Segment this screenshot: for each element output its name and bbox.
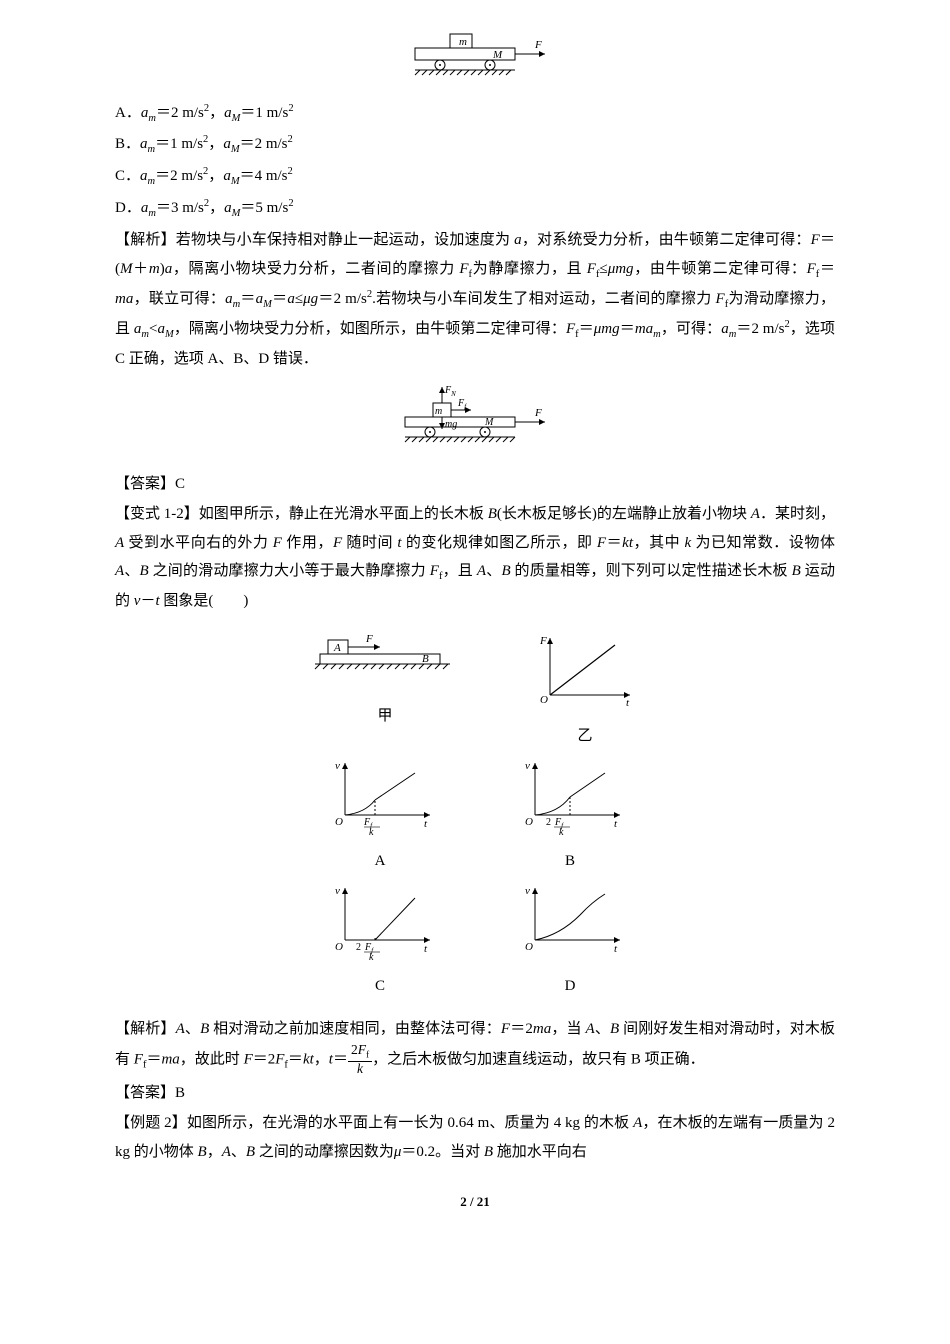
svg-text:mg: mg <box>445 419 457 430</box>
m-label: m <box>459 36 467 48</box>
M-label: M <box>492 49 503 61</box>
svg-text:O: O <box>540 694 548 706</box>
figure-yi: F O t 乙 <box>530 630 640 751</box>
analysis-1: 【解析】若物块与小车保持相对静止一起运动，设加速度为 a，对系统受力分析，由牛顿… <box>115 226 835 373</box>
figure-jia: A F B 甲 <box>310 630 460 751</box>
svg-text:2: 2 <box>356 942 361 953</box>
option-C: C．am＝2 m/s2，aM＝4 m/s2 <box>115 162 835 192</box>
figure-row-jia-yi: A F B 甲 <box>115 630 835 1001</box>
svg-text:t: t <box>424 818 428 830</box>
variant-1-2: 【变式 1-2】如图甲所示，静止在光滑水平面上的长木板 B(长木板足够长)的左端… <box>115 500 835 615</box>
svg-text:O: O <box>335 941 343 953</box>
caption-yi: 乙 <box>530 722 640 751</box>
caption-jia: 甲 <box>310 702 460 731</box>
svg-text:O: O <box>525 816 533 828</box>
svg-text:m: m <box>435 406 442 417</box>
svg-text:k: k <box>369 827 374 835</box>
answer-1: 【答案】C <box>115 470 835 499</box>
figure-block-on-cart: m M F <box>115 30 835 91</box>
svg-text:F: F <box>365 633 373 645</box>
svg-text:t: t <box>626 697 630 709</box>
vt-option-D: v O t D <box>510 880 630 1001</box>
svg-text:F: F <box>539 635 547 647</box>
svg-text:v: v <box>335 885 340 897</box>
option-B: B．am＝1 m/s2，aM＝2 m/s2 <box>115 130 835 160</box>
svg-text:v: v <box>525 885 530 897</box>
F-label: F <box>534 39 542 51</box>
svg-text:M: M <box>484 417 494 428</box>
vt-option-A: v O t Ff k A <box>320 755 440 876</box>
svg-text:v: v <box>335 760 340 772</box>
vt-option-B: v O t 2 Ff k B <box>510 755 630 876</box>
page-number: 2 / 21 <box>115 1190 835 1215</box>
svg-text:k: k <box>369 952 374 960</box>
svg-text:v: v <box>525 760 530 772</box>
figure-fbd: m FN Ff mg M F <box>115 381 835 462</box>
svg-text:O: O <box>525 941 533 953</box>
svg-text:t: t <box>614 818 618 830</box>
svg-text:Ff: Ff <box>457 398 467 411</box>
block-on-cart-svg: m M F <box>395 30 555 80</box>
svg-text:A: A <box>333 642 341 654</box>
svg-text:B: B <box>422 653 429 665</box>
option-A: A．am＝2 m/s2，aM＝1 m/s2 <box>115 99 835 129</box>
svg-text:k: k <box>559 827 564 835</box>
svg-text:2: 2 <box>546 817 551 828</box>
vt-option-C: v O t 2 Ff k C <box>320 880 440 1001</box>
option-D: D．am＝3 m/s2，aM＝5 m/s2 <box>115 194 835 224</box>
svg-text:FN: FN <box>444 385 456 398</box>
svg-text:F: F <box>534 407 542 419</box>
fbd-svg: m FN Ff mg M F <box>385 381 565 451</box>
svg-text:t: t <box>424 943 428 955</box>
answer-2: 【答案】B <box>115 1079 835 1108</box>
analysis-2: 【解析】A、B 相对滑动之前加速度相同，由整体法可得：F＝2ma，当 A、B 间… <box>115 1015 835 1077</box>
example-2: 【例题 2】如图所示，在光滑的水平面上有一长为 0.64 m、质量为 4 kg … <box>115 1109 835 1166</box>
svg-text:O: O <box>335 816 343 828</box>
svg-text:t: t <box>614 943 618 955</box>
